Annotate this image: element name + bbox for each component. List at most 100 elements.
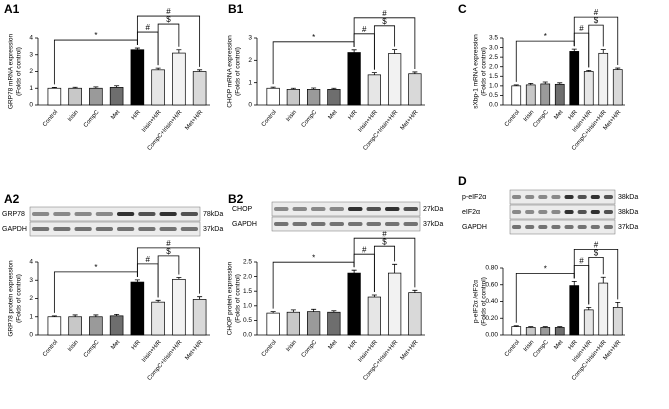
significance-mark: * [94,31,97,40]
significance-mark: * [544,32,547,41]
bar [68,316,82,336]
bar [151,301,165,336]
significance-mark: # [146,255,151,264]
x-tick-label: CompC [83,339,101,359]
blot-band [385,222,400,226]
significance-mark: * [94,263,97,272]
bar [347,52,361,106]
y-tick-label: 0.60 [485,281,498,288]
x-tick-label: CompC+Irisin+H/R [362,109,399,152]
bar [525,84,536,106]
y-tick-label: 0.5 [243,317,252,324]
x-tick-label: CompC+Irisin+H/R [362,339,399,382]
bar [130,281,145,336]
blot-size: 37kDa [423,221,443,228]
x-tick-label: Met [110,339,121,351]
blot-size: 37kDa [618,224,638,231]
error-bar [586,69,592,72]
error-bar [290,87,296,90]
y-tick-label: 0.5 [489,92,498,99]
bar [583,309,594,336]
bar [367,296,382,336]
y-tick-label: 0.40 [485,298,498,305]
x-tick-label: Met+H/R [400,109,420,132]
y-tick-label: 0.00 [485,332,498,339]
y-axis-label: (Folds of control) [235,47,242,96]
y-tick-label: 3.0 [489,44,498,51]
bar [151,69,165,106]
error-bar [513,84,519,86]
panel-label: D [458,174,467,188]
blot-band [551,210,561,214]
significance-mark: $ [382,17,387,26]
significance-bracket [136,15,201,67]
significance-bracket [588,257,604,305]
blot-band [32,212,50,216]
error-bar [93,86,99,89]
error-bar [571,48,577,52]
x-tick-label: Control [42,339,59,358]
bar [569,285,580,336]
error-bar [600,49,606,54]
significance-mark: # [594,241,599,250]
significance-mark: $ [382,237,387,246]
bar [598,282,609,336]
blot-size: 37kDa [203,226,223,233]
bar [172,278,186,336]
y-tick-label: 2 [29,295,33,302]
bar [306,311,321,336]
significance-mark: # [594,8,599,17]
bar [68,87,82,106]
blot-band [551,195,561,199]
error-bar [615,67,621,70]
significance-bracket [136,247,201,294]
bar [583,71,594,106]
significance-bracket [573,249,619,300]
bar [286,89,301,106]
error-bar [351,269,357,274]
significance-bracket [373,25,396,70]
significance-bracket [373,245,396,292]
y-tick-label: 1 [248,79,252,86]
x-tick-label: Irisin+H/R [357,339,379,364]
y-tick-label: 0 [29,102,33,109]
x-tick-label: Control [504,109,521,128]
blot-band [274,222,289,226]
blot-size: 38kDa [618,209,638,216]
error-bar [371,72,377,75]
x-tick-label: Met [553,339,564,351]
x-tick-label: Met+H/R [184,339,204,362]
y-tick-label: 4 [29,35,33,42]
blot-size: 27kDa [423,206,443,213]
error-bar [51,87,57,89]
bar [525,327,536,336]
blot-band [512,195,522,199]
blot-band [551,225,561,229]
x-tick-label: H/R [131,109,143,121]
bar [554,83,565,106]
error-bar [528,326,534,328]
blot-band [512,210,522,214]
error-bar [392,49,398,54]
significance-mark: # [579,257,584,266]
blot-band [385,207,400,211]
x-tick-label: CompC [301,339,319,359]
blot-band [525,210,535,214]
blot-band [603,195,613,199]
bar [511,326,522,336]
error-bar [290,309,296,313]
x-tick-label: H/R [568,109,580,121]
significance-bracket [272,261,355,309]
significance-bracket [53,271,138,313]
blot-protein: p-eIF2α [462,194,486,201]
y-axis-label: (Folds of control) [235,274,242,323]
error-bar [114,85,120,88]
bar [387,272,402,336]
blot-size: 38kDa [618,194,638,201]
y-tick-label: 0.80 [485,265,498,272]
blot-strip [509,219,616,235]
bar [266,312,280,336]
x-tick-label: Irisin+H/R [141,109,163,134]
x-tick-label: Met [553,109,564,121]
x-tick-label: H/R [348,109,360,121]
